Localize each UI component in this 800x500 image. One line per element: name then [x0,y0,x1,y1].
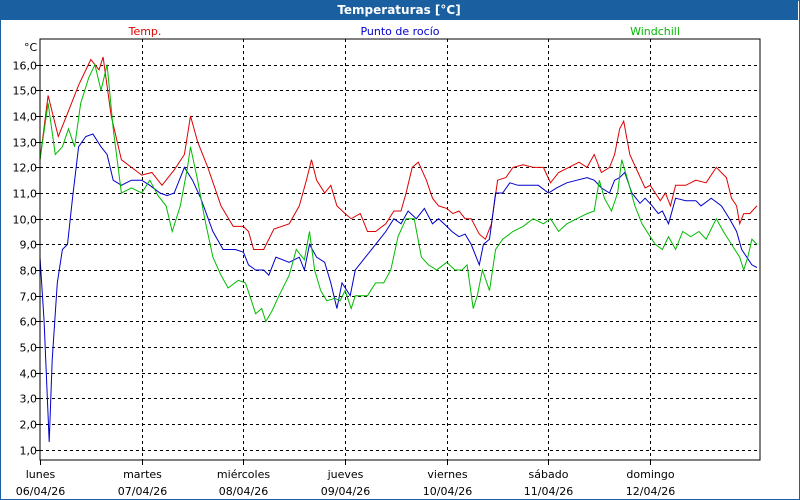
x-tick-label-day: lunes [26,468,56,481]
y-tick-label: 13,0 [13,137,38,150]
x-tick-label-date: 11/04/26 [524,485,573,498]
x-tick-label-date: 12/04/26 [626,485,675,498]
series-line-punto-de-roc-o [39,133,758,443]
legend-entry: Windchill [630,25,680,38]
y-tick-label: 5,0 [20,342,38,355]
series-line-temp [39,56,758,250]
y-tick-label: 14,0 [13,111,38,124]
y-tick-label: 16,0 [13,60,38,73]
legend-entry: Punto de rocío [360,25,439,38]
x-tick-label-day: martes [123,468,162,481]
y-tick-label: 12,0 [13,162,38,175]
y-axis-label: °C [24,41,38,54]
chart-title: Temperaturas [°C] [0,0,798,20]
x-tick-label-date: 08/04/26 [219,485,268,498]
y-tick-label: 1,0 [20,445,38,458]
x-tick-label-day: domingo [626,468,674,481]
y-tick-label: 2,0 [20,419,38,432]
y-tick-label: 9,0 [20,239,38,252]
y-tick-label: 4,0 [20,368,38,381]
x-tick-label-date: 10/04/26 [423,485,472,498]
y-tick-label: 3,0 [20,393,38,406]
legend-entry: Temp. [128,25,162,38]
x-tick-label-day: miércoles [217,468,270,481]
x-tick-label-date: 09/04/26 [321,485,370,498]
x-tick-label-day: jueves [327,468,364,481]
y-tick-label: 8,0 [20,265,38,278]
series-line-windchill [39,63,758,323]
x-tick-label-day: viernes [427,468,467,481]
y-tick-label: 7,0 [20,291,38,304]
y-tick-label: 15,0 [13,85,38,98]
y-tick-label: 6,0 [20,316,38,329]
x-tick-label-date: 07/04/26 [118,485,167,498]
y-tick-label: 11,0 [13,188,38,201]
x-tick-label-date: 06/04/26 [16,485,65,498]
y-tick-label: 10,0 [13,214,38,227]
plot-border [39,38,761,461]
x-tick-label-day: sábado [529,468,569,481]
